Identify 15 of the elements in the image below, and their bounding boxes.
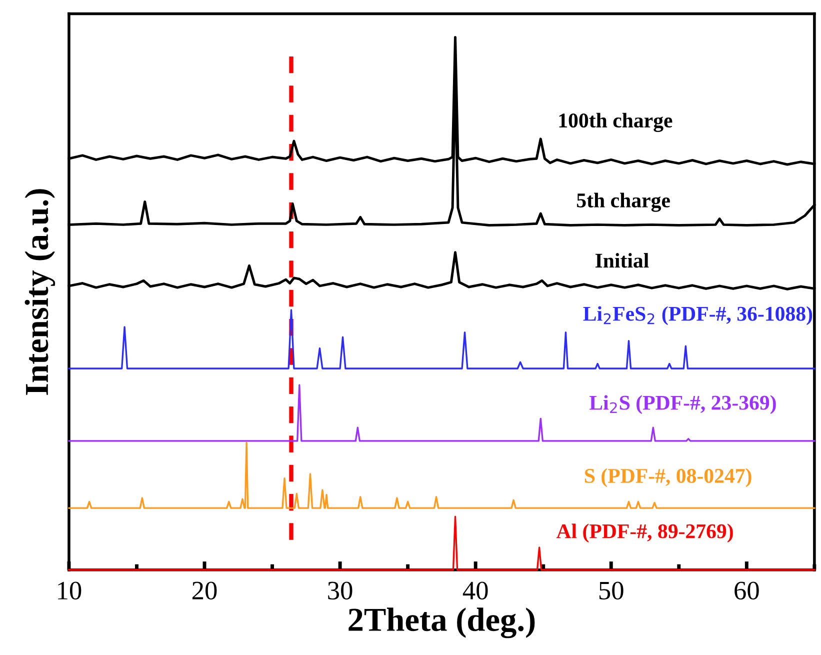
series-label: Li$_{2}$FeS$_{2}$ (PDF-#, 36-1088) (583, 306, 812, 326)
series-label: 5th charge (577, 192, 670, 212)
x-tick-label: 10 (58, 582, 82, 600)
series-label: Li$_{2}$S (PDF-#, 23-369) (589, 395, 776, 414)
series-label: Initial (595, 253, 649, 268)
x-tick-label: 50 (599, 582, 624, 600)
y-axis-title: Intensity (a.u.) (24, 189, 56, 395)
series-label: 100th charge (559, 112, 672, 132)
series-label: Al (PDF-#, 89-2769) (556, 524, 733, 543)
x-tick-label: 30 (328, 582, 352, 600)
x-axis-title: 2Theta (deg.) (348, 608, 535, 638)
x-tick-label: 40 (462, 582, 488, 600)
x-tick-label: 60 (734, 582, 759, 600)
x-tick-label: 20 (192, 582, 217, 600)
series-label: S (PDF-#, 08-0247) (584, 468, 752, 488)
